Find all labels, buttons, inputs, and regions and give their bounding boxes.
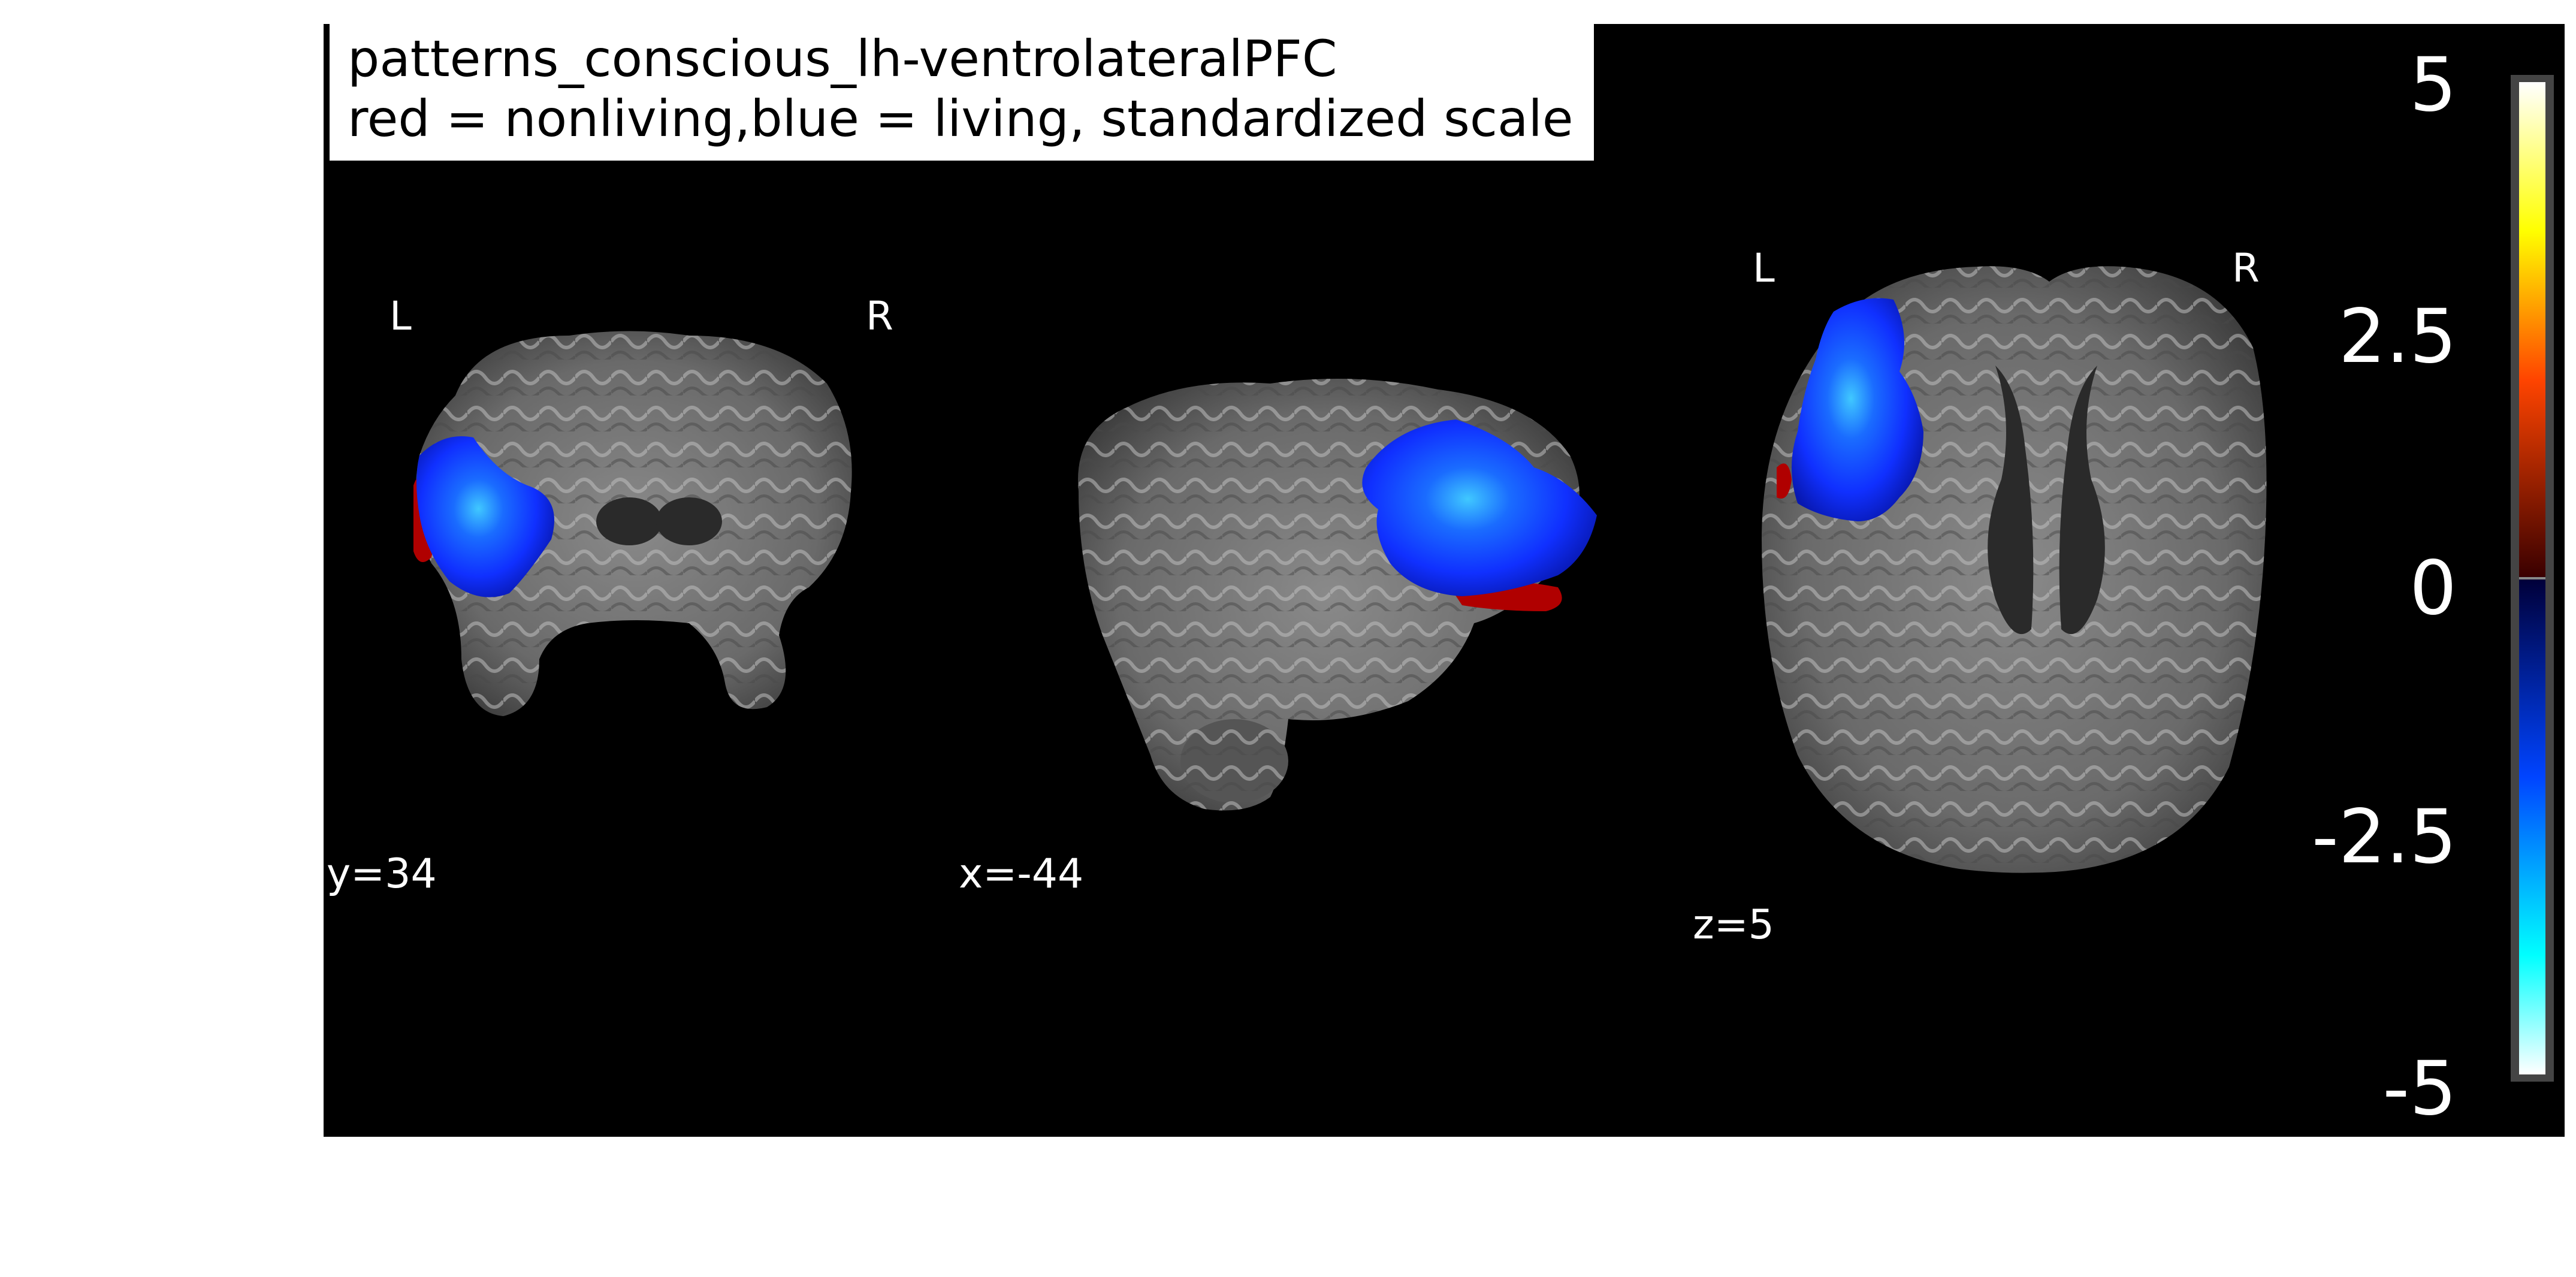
colorbar-tick-5: 5 — [2409, 42, 2457, 128]
colorbar-tick-neg-2.5: -2.5 — [2312, 794, 2457, 880]
colorbar-tick-neg-5: -5 — [2382, 1046, 2457, 1132]
coronal-living-cluster — [416, 436, 554, 597]
axial-coord: z=5 — [1693, 901, 1774, 949]
colorbar — [2511, 75, 2554, 1082]
colorbar-tick-2.5: 2.5 — [2338, 294, 2457, 380]
sagittal-slice — [1078, 379, 1597, 811]
coronal-right-label: R — [866, 293, 893, 339]
axial-right-label: R — [2232, 245, 2260, 291]
colorbar-tick-0: 0 — [2409, 545, 2457, 632]
coronal-coord: y=34 — [327, 850, 437, 898]
coronal-slice — [413, 331, 852, 716]
axial-nonliving-cluster — [1777, 463, 1792, 499]
title-line-2: red = nonliving,blue = living, standardi… — [348, 89, 1574, 148]
title-line-1: patterns_conscious_lh-ventrolateralPFC — [348, 29, 1337, 88]
axial-slice — [1762, 266, 2267, 873]
axial-left-label: L — [1753, 245, 1775, 291]
sagittal-coord: x=-44 — [959, 850, 1084, 898]
sagittal-living-cluster — [1362, 419, 1597, 596]
coronal-left-label: L — [389, 293, 412, 339]
colorbar-zero-line — [2519, 577, 2545, 579]
axial-living-cluster — [1792, 298, 1923, 521]
figure-title: patterns_conscious_lh-ventrolateralPFC r… — [330, 24, 1594, 161]
